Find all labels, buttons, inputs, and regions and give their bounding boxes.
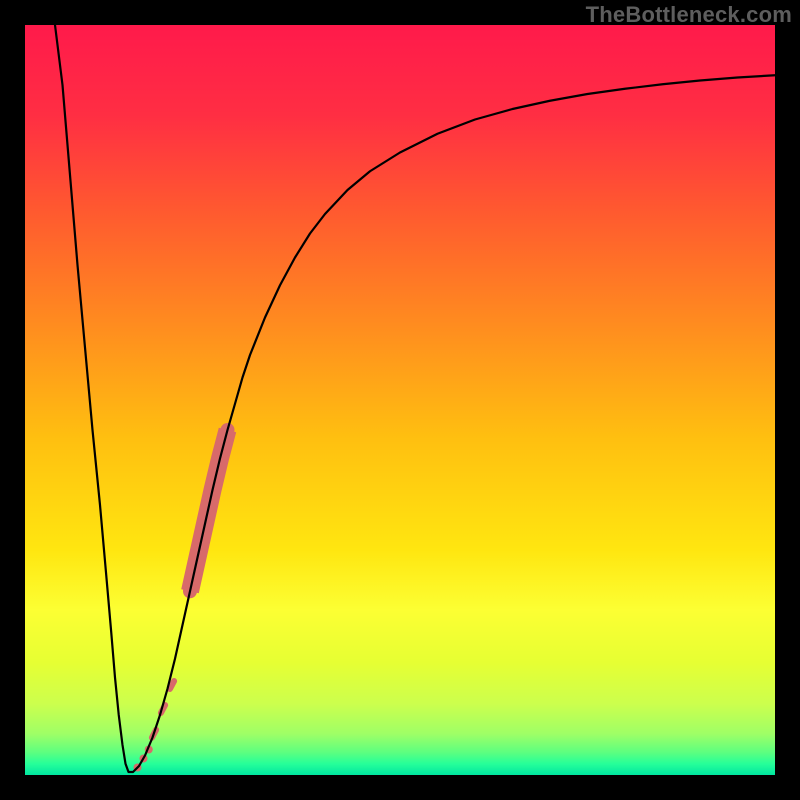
outer-frame: TheBottleneck.com (0, 0, 800, 800)
highlight-dash (170, 681, 174, 689)
plot-background (25, 25, 775, 775)
chart-plot-area (25, 25, 775, 775)
